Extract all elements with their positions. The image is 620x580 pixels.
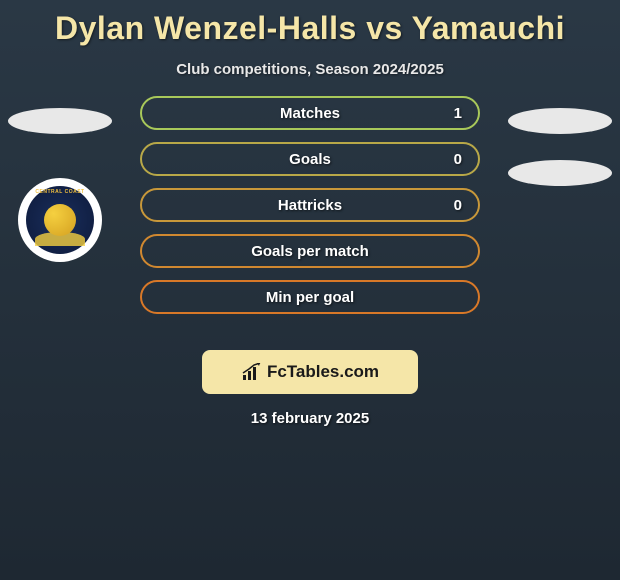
- player-left-placeholder-1: [8, 108, 112, 134]
- stat-label: Matches: [280, 105, 340, 122]
- club-badge-text: CENTRAL COAST: [35, 189, 84, 195]
- brand-logo-box[interactable]: FcTables.com: [202, 350, 418, 394]
- snapshot-date: 13 february 2025: [0, 410, 620, 427]
- brand-name: FcTables.com: [267, 362, 379, 382]
- player-right-placeholder-2: [508, 160, 612, 186]
- stat-rows: Matches 1 Goals 0 Hattricks 0 Goals per …: [140, 96, 480, 326]
- stat-row-hattricks: Hattricks 0: [140, 188, 480, 222]
- player-right-placeholder-1: [508, 108, 612, 134]
- stat-value: 1: [454, 105, 462, 122]
- fctables-chart-icon: [241, 363, 263, 381]
- stat-row-goals: Goals 0: [140, 142, 480, 176]
- stat-value: 0: [454, 197, 462, 214]
- stat-label: Hattricks: [278, 197, 342, 214]
- stat-row-matches: Matches 1: [140, 96, 480, 130]
- mariners-badge-icon: CENTRAL COAST: [26, 186, 94, 254]
- stat-label: Min per goal: [266, 289, 354, 306]
- stat-row-goals-per-match: Goals per match: [140, 234, 480, 268]
- stat-value: 0: [454, 151, 462, 168]
- comparison-subtitle: Club competitions, Season 2024/2025: [0, 61, 620, 78]
- club-badge-left: CENTRAL COAST: [18, 178, 102, 262]
- stat-label: Goals: [289, 151, 331, 168]
- stat-row-min-per-goal: Min per goal: [140, 280, 480, 314]
- comparison-title: Dylan Wenzel-Halls vs Yamauchi: [0, 0, 620, 47]
- stat-label: Goals per match: [251, 243, 369, 260]
